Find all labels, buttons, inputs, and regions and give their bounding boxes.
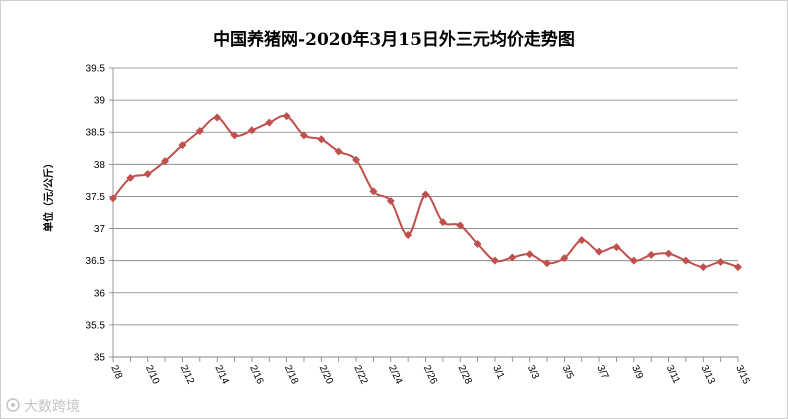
logo-swirl-icon <box>6 398 20 412</box>
x-tick-label: 2/16 <box>247 364 265 387</box>
data-point-marker <box>508 253 517 262</box>
data-point-marker <box>716 257 725 266</box>
data-point-marker <box>629 256 638 265</box>
x-tick-label: 2/22 <box>351 364 369 387</box>
data-point-marker <box>681 256 690 265</box>
data-point-marker <box>404 230 413 239</box>
y-tick-label: 35 <box>94 353 106 364</box>
x-tick-label: 3/5 <box>560 364 576 382</box>
price-series <box>109 112 742 272</box>
chart-title: 中国养猪网-2020年3月15日外三元均价走势图 <box>213 30 575 50</box>
x-tick-label: 3/11 <box>664 364 682 386</box>
data-point-marker <box>178 141 187 150</box>
data-point-marker <box>352 155 361 164</box>
x-tick-label: 2/20 <box>317 364 335 387</box>
data-point-marker <box>438 218 447 227</box>
y-tick-labels: 35 35.5 36 36.5 37 37.5 38 38.5 39 39.5 <box>86 64 106 364</box>
y-axis-label: 单位（元/公斤） <box>42 158 55 232</box>
x-tick-label: 3/13 <box>699 364 717 387</box>
data-point-marker <box>699 263 708 272</box>
x-tick-label: 2/18 <box>282 364 300 387</box>
axes <box>109 67 739 362</box>
y-tick-label: 39 <box>94 96 106 107</box>
data-point-marker <box>143 169 152 178</box>
y-tick-label: 38.5 <box>86 128 106 139</box>
x-tick-label: 2/12 <box>178 364 196 387</box>
data-point-marker <box>265 118 274 127</box>
data-point-marker <box>543 259 552 268</box>
y-tick-label: 39.5 <box>86 64 106 75</box>
data-point-marker <box>386 196 395 205</box>
data-point-marker <box>421 190 430 199</box>
x-tick-label: 2/10 <box>143 364 161 387</box>
x-tick-label: 3/1 <box>490 364 506 382</box>
x-tick-label: 2/28 <box>456 364 474 387</box>
x-tick-label: 3/3 <box>525 364 541 382</box>
data-point-marker <box>282 112 291 121</box>
x-tick-label: 2/14 <box>212 364 230 387</box>
data-point-marker <box>734 263 742 272</box>
data-point-marker <box>577 236 586 245</box>
x-tick-labels: 2/8 2/10 2/12 2/14 2/16 2/18 2/20 2/22 2/24 2/26 2… <box>108 364 751 387</box>
x-tick-label: 3/7 <box>594 364 610 382</box>
data-point-marker <box>369 187 378 196</box>
data-point-marker <box>525 250 534 259</box>
x-tick-label: 3/9 <box>629 364 645 382</box>
data-point-marker <box>647 250 656 259</box>
data-point-marker <box>595 247 604 256</box>
data-point-marker <box>195 126 204 135</box>
watermark-text: 大数跨境 <box>24 399 80 415</box>
x-tick-label: 3/15 <box>733 364 751 387</box>
y-tick-label: 36 <box>94 288 106 299</box>
data-point-marker <box>473 239 482 248</box>
y-tick-label: 37 <box>94 224 106 235</box>
x-tick-label: 2/24 <box>386 364 404 387</box>
data-point-marker <box>161 157 170 166</box>
data-point-marker <box>560 254 569 263</box>
data-point-marker <box>612 243 621 252</box>
data-point-marker <box>247 126 256 135</box>
y-tick-label: 35.5 <box>86 320 106 331</box>
gridlines <box>113 67 738 358</box>
data-point-marker <box>334 147 343 156</box>
x-tick-label: 2/26 <box>421 364 439 387</box>
y-tick-label: 36.5 <box>86 256 106 267</box>
data-point-marker <box>664 249 673 258</box>
watermark: 大数跨境 <box>6 396 80 416</box>
data-point-marker <box>213 113 222 122</box>
data-point-marker <box>126 173 135 182</box>
data-point-marker <box>490 256 499 265</box>
data-point-marker <box>456 221 465 230</box>
data-point-marker <box>299 131 308 140</box>
data-point-marker <box>109 194 117 203</box>
data-point-marker <box>317 135 326 144</box>
y-tick-label: 38 <box>94 160 106 171</box>
x-tick-label: 2/8 <box>108 364 124 382</box>
data-point-marker <box>230 131 239 140</box>
y-tick-label: 37.5 <box>86 192 106 203</box>
